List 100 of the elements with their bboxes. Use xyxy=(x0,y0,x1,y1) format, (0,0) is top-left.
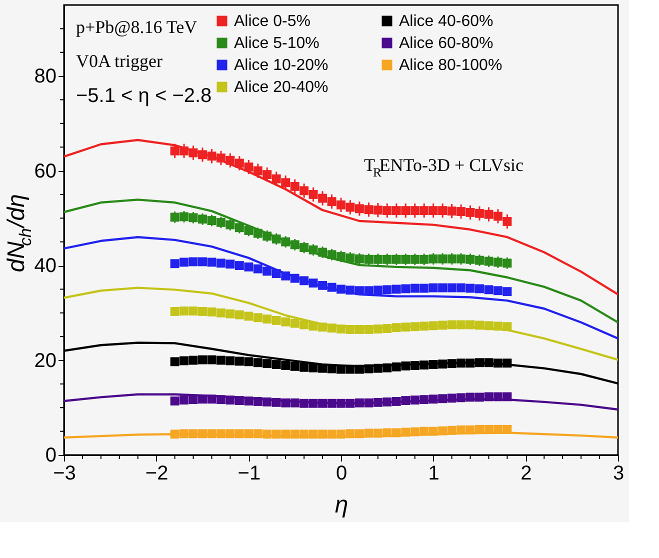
point xyxy=(244,396,254,406)
point xyxy=(484,392,494,402)
point xyxy=(226,356,235,366)
point xyxy=(354,398,364,408)
point xyxy=(290,182,300,191)
point xyxy=(308,363,318,372)
point xyxy=(226,309,235,318)
point xyxy=(272,174,281,184)
point xyxy=(308,190,318,199)
legend-label: Alice 5-10% xyxy=(234,35,320,52)
point xyxy=(234,223,244,232)
point xyxy=(290,430,300,439)
point xyxy=(170,212,180,222)
point xyxy=(281,237,290,246)
y-tick-label: 40 xyxy=(34,255,56,278)
point xyxy=(373,428,382,438)
x-tick-label: 3 xyxy=(612,462,624,484)
point xyxy=(484,321,494,330)
point xyxy=(170,357,180,366)
point xyxy=(300,362,309,372)
y-tick-label: 80 xyxy=(34,66,56,88)
x-tick-label: 1 xyxy=(428,462,440,484)
point xyxy=(207,152,216,161)
point xyxy=(475,284,484,294)
point xyxy=(327,250,336,260)
point xyxy=(410,322,420,332)
point xyxy=(401,284,410,294)
point xyxy=(244,429,254,438)
point xyxy=(392,284,401,294)
point xyxy=(346,429,355,438)
x-tick-label: −2 xyxy=(145,462,168,484)
point xyxy=(420,360,429,370)
point xyxy=(262,359,272,368)
point xyxy=(392,397,401,406)
point xyxy=(234,261,244,270)
point xyxy=(180,396,189,405)
point xyxy=(493,358,502,368)
point xyxy=(234,356,244,366)
point xyxy=(364,364,374,374)
point xyxy=(428,206,438,216)
point xyxy=(401,206,410,216)
point xyxy=(244,262,254,272)
point xyxy=(475,208,484,218)
point xyxy=(493,212,502,221)
point xyxy=(198,429,207,438)
point xyxy=(373,286,382,295)
line-series xyxy=(64,286,618,361)
point xyxy=(262,266,272,276)
point xyxy=(226,156,235,165)
point xyxy=(170,396,180,406)
legend-label: Alice 40-60% xyxy=(399,13,494,30)
point xyxy=(438,283,448,292)
point xyxy=(318,322,328,332)
point xyxy=(346,202,355,212)
point xyxy=(170,307,180,316)
legend-label: Alice 0-5% xyxy=(234,13,310,30)
point xyxy=(272,398,281,407)
point xyxy=(272,234,281,244)
point xyxy=(318,364,328,373)
point xyxy=(392,206,401,216)
point xyxy=(382,206,392,216)
point xyxy=(198,150,207,160)
point xyxy=(300,398,309,408)
point xyxy=(392,323,401,332)
point xyxy=(272,269,281,278)
point xyxy=(290,318,300,328)
point xyxy=(216,395,226,404)
point xyxy=(180,429,189,438)
point xyxy=(364,428,374,438)
point xyxy=(456,283,466,292)
point xyxy=(188,306,198,316)
point xyxy=(318,194,328,203)
point xyxy=(262,170,272,180)
point xyxy=(420,322,429,331)
point xyxy=(170,430,180,439)
point xyxy=(188,356,198,365)
point xyxy=(336,364,346,374)
point xyxy=(502,322,512,332)
point xyxy=(373,206,382,215)
point xyxy=(281,271,290,280)
point xyxy=(253,397,262,406)
point xyxy=(308,430,318,439)
point xyxy=(336,398,346,408)
point xyxy=(475,358,484,368)
point xyxy=(447,254,456,264)
point xyxy=(188,429,198,438)
point xyxy=(438,426,448,436)
legend-label: Alice 20-40% xyxy=(234,79,328,96)
point xyxy=(244,357,254,366)
x-tick-label: 2 xyxy=(520,462,532,484)
point xyxy=(493,258,502,267)
point xyxy=(318,430,328,439)
point xyxy=(438,254,448,264)
point xyxy=(180,212,189,222)
x-axis-title: η xyxy=(334,492,348,518)
point xyxy=(327,430,336,439)
point xyxy=(346,398,355,408)
point xyxy=(447,283,456,292)
point xyxy=(300,320,309,330)
point xyxy=(318,280,328,290)
